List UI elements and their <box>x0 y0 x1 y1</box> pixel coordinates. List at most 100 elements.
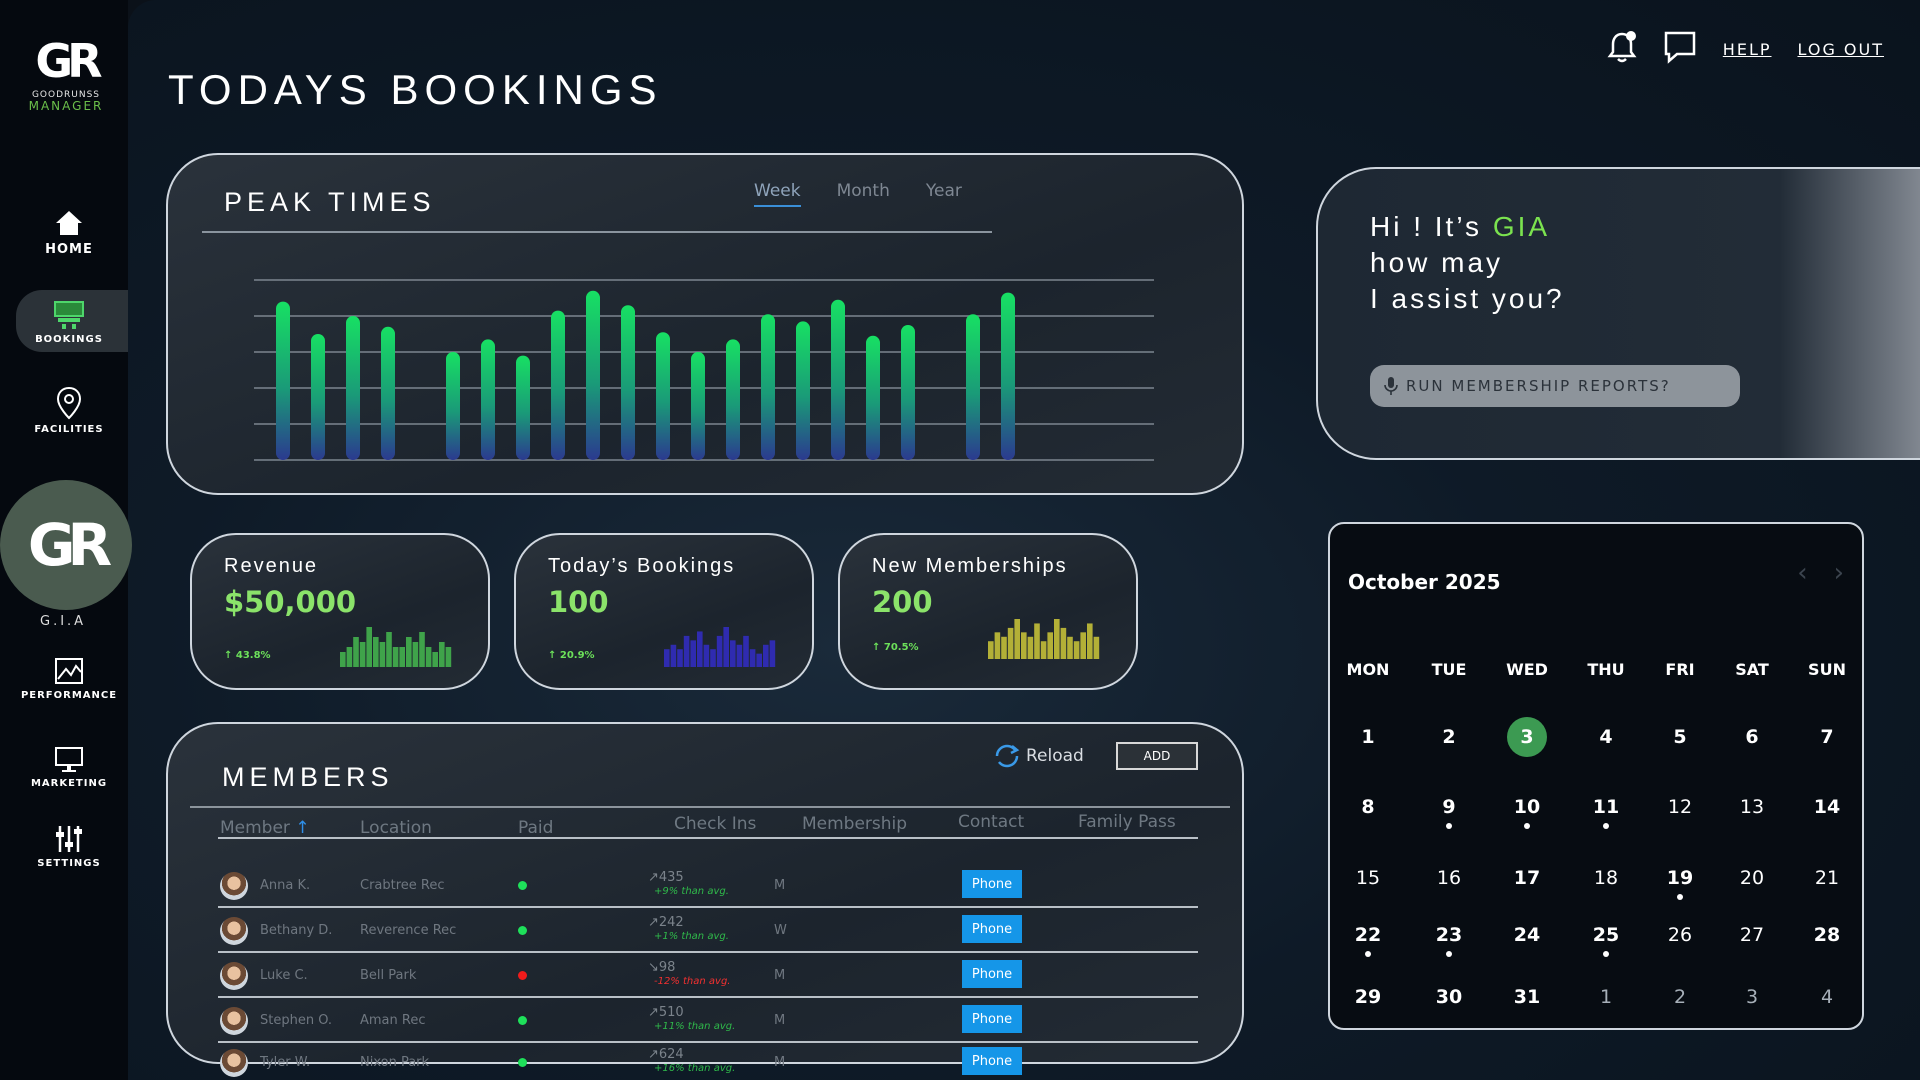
revenue-card[interactable]: Revenue $50,000 ↑ 43.8% <box>190 533 490 690</box>
notification-bell-icon[interactable] <box>1607 30 1637 68</box>
calendar-day[interactable]: 13 <box>1739 796 1765 818</box>
peak-bar[interactable] <box>551 310 565 460</box>
peak-bar[interactable] <box>381 326 395 460</box>
peak-bar[interactable] <box>656 332 670 460</box>
calendar-day[interactable]: 12 <box>1667 796 1693 818</box>
calendar-day[interactable]: 17 <box>1513 867 1541 889</box>
calendar-day[interactable]: 2 <box>1673 986 1687 1008</box>
calendar-day[interactable]: 30 <box>1435 986 1463 1008</box>
peak-bar[interactable] <box>866 335 880 460</box>
calendar-day[interactable]: 3 <box>1497 717 1557 757</box>
calendar-day[interactable]: 11 <box>1576 796 1636 829</box>
col-membership[interactable]: Membership <box>802 814 908 834</box>
help-link[interactable]: HELP <box>1722 39 1772 59</box>
sidebar-item-marketing[interactable]: MARKETING <box>0 740 138 789</box>
phone-button[interactable]: Phone <box>962 960 1022 988</box>
peak-bar[interactable] <box>621 305 635 460</box>
col-location[interactable]: Location <box>360 818 432 838</box>
sparkline-bar <box>340 652 346 667</box>
calendar-day[interactable]: 21 <box>1814 867 1840 889</box>
calendar-day[interactable]: 10 <box>1497 796 1557 829</box>
phone-button[interactable]: Phone <box>962 1047 1022 1075</box>
calendar-day[interactable]: 29 <box>1354 986 1382 1008</box>
calendar-day[interactable]: 4 <box>1599 726 1613 748</box>
col-contact[interactable]: Contact <box>958 812 1025 832</box>
peak-bar[interactable] <box>966 314 980 460</box>
calendar-day[interactable]: 3 <box>1745 986 1759 1008</box>
peak-bar[interactable] <box>346 316 360 460</box>
todays-bookings-card[interactable]: Today’s Bookings 100 ↑ 20.9% <box>514 533 814 690</box>
table-row[interactable]: Bethany D. Reverence Rec ↗242 +1% than avg.… <box>218 909 1198 953</box>
chat-icon[interactable] <box>1663 30 1697 68</box>
calendar-day[interactable]: 6 <box>1745 726 1759 748</box>
peak-bar[interactable] <box>311 334 325 460</box>
col-paid[interactable]: Paid <box>518 818 554 838</box>
sort-up-icon[interactable]: ↑ <box>295 818 310 838</box>
new-memberships-card[interactable]: New Memberships 200 ↑ 70.5% <box>838 533 1138 690</box>
reload-button[interactable]: Reload <box>992 742 1084 770</box>
peak-bar[interactable] <box>481 339 495 460</box>
peak-bar[interactable] <box>516 355 530 460</box>
brand-logo[interactable]: GR GOODRUNSS MANAGER <box>24 36 108 112</box>
calendar-day[interactable]: 1 <box>1361 726 1375 748</box>
table-row[interactable]: Anna K. Crabtree Rec ↗435 +9% than avg. M Pho… <box>218 864 1198 908</box>
calendar-day[interactable]: 15 <box>1355 867 1381 889</box>
tab-week[interactable]: Week <box>754 181 801 207</box>
calendar-day[interactable]: 18 <box>1593 867 1619 889</box>
tab-month[interactable]: Month <box>836 181 890 201</box>
table-row[interactable]: Luke C. Bell Park ↘98 -12% than avg. M Phone <box>218 954 1198 998</box>
calendar-day[interactable]: 1 <box>1599 986 1613 1008</box>
gia-button[interactable]: GR <box>0 480 132 610</box>
calendar-day[interactable]: 14 <box>1813 796 1841 818</box>
col-checkins[interactable]: Check Ins <box>674 814 757 834</box>
calendar-day[interactable]: 20 <box>1739 867 1765 889</box>
peak-bar[interactable] <box>831 299 845 460</box>
calendar-day[interactable]: 22 <box>1338 924 1398 957</box>
peak-bar[interactable] <box>276 301 290 460</box>
peak-bar[interactable] <box>726 339 740 460</box>
tab-year[interactable]: Year <box>925 181 962 201</box>
peak-bar[interactable] <box>761 314 775 460</box>
peak-bar[interactable] <box>586 290 600 460</box>
calendar-day[interactable]: 5 <box>1673 726 1687 748</box>
table-row[interactable]: Stephen O. Aman Rec ↗510 +11% than avg. M Pho… <box>218 999 1198 1043</box>
peak-bar[interactable] <box>796 321 810 460</box>
chevron-left-icon[interactable]: ‹ <box>1797 558 1808 588</box>
calendar-day[interactable]: 2 <box>1442 726 1456 748</box>
sidebar-item-settings[interactable]: SETTINGS <box>0 820 138 869</box>
col-family-pass[interactable]: Family Pass <box>1078 812 1176 832</box>
phone-button[interactable]: Phone <box>962 915 1022 943</box>
calendar-day[interactable]: 25 <box>1576 924 1636 957</box>
calendar-day[interactable]: 8 <box>1361 796 1375 818</box>
peak-bar[interactable] <box>446 352 460 460</box>
table-row[interactable]: Tyler W. Nixon Park ↗624 +16% than avg. M Pho… <box>218 1041 1198 1080</box>
peak-bar[interactable] <box>1001 292 1015 460</box>
add-member-button[interactable]: ADD <box>1116 742 1198 770</box>
logout-link[interactable]: LOG OUT <box>1797 39 1884 59</box>
col-member[interactable]: Member ↑ <box>220 818 310 838</box>
gia-prompt-input[interactable]: RUN MEMBERSHIP REPORTS? <box>1370 365 1740 407</box>
peak-bar[interactable] <box>691 352 705 460</box>
calendar-day[interactable]: 28 <box>1813 924 1841 946</box>
calendar-day[interactable]: 9 <box>1419 796 1479 829</box>
calendar-day[interactable]: 19 <box>1650 867 1710 900</box>
microphone-icon[interactable] <box>1384 376 1398 396</box>
phone-button[interactable]: Phone <box>962 1005 1022 1033</box>
sidebar-item-performance[interactable]: PERFORMANCE <box>0 652 138 701</box>
chevron-right-icon[interactable]: › <box>1833 558 1844 588</box>
sidebar-item-home[interactable]: HOME <box>0 204 138 257</box>
peak-bar[interactable] <box>901 325 915 460</box>
phone-button[interactable]: Phone <box>962 870 1022 898</box>
performance-icon <box>0 652 138 686</box>
calendar-day[interactable]: 23 <box>1419 924 1479 957</box>
sparkline-bar <box>439 642 445 667</box>
calendar-day[interactable]: 4 <box>1820 986 1834 1008</box>
calendar-day[interactable]: 27 <box>1739 924 1765 946</box>
calendar-day[interactable]: 26 <box>1667 924 1693 946</box>
sidebar-item-facilities[interactable]: FACILITIES <box>0 386 138 435</box>
calendar-day[interactable]: 31 <box>1513 986 1541 1008</box>
calendar-day[interactable]: 24 <box>1513 924 1541 946</box>
calendar-day[interactable]: 16 <box>1436 867 1462 889</box>
calendar-day[interactable]: 7 <box>1820 726 1834 748</box>
sidebar-item-bookings[interactable]: BOOKINGS <box>0 296 138 345</box>
